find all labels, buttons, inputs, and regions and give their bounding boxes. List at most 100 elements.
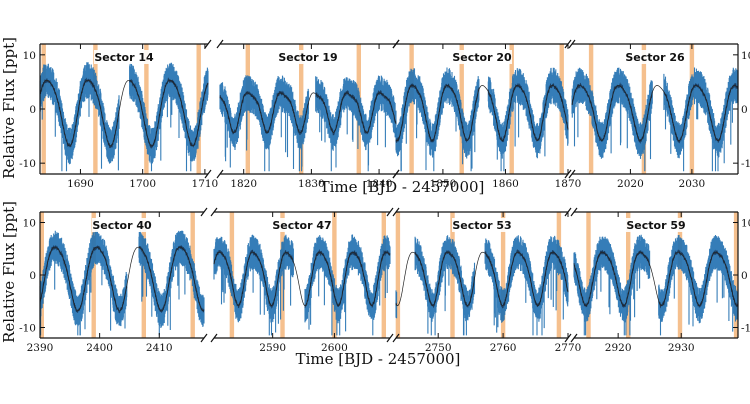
sector-label: Sector 53 (452, 219, 511, 232)
axis-break-mark (204, 169, 212, 179)
flare-band (144, 44, 149, 174)
flare-band (586, 212, 591, 338)
sector-label-bg (452, 218, 512, 232)
x-axis-label-top: Time [BJD - 2457000] (320, 178, 485, 196)
axis-break-mark (386, 207, 394, 217)
x-tick-label: 1690 (67, 178, 94, 190)
axis-break-mark (216, 39, 224, 49)
axis-break-mark (568, 169, 576, 179)
flare-band (395, 212, 401, 338)
axis-break-mark (200, 333, 208, 343)
gp-model-line (219, 92, 397, 134)
panel-sector-47: 2590 2600 Sector 47 (210, 207, 394, 354)
gp-model-line (39, 79, 209, 147)
flare-band (626, 212, 631, 338)
y-tick-label-right: 0 (741, 270, 748, 282)
sector-label: Sector 59 (626, 219, 685, 232)
y-tick-label: 10 (23, 218, 36, 230)
x-tick-label: 1820 (230, 178, 257, 190)
panel-sector-20: 1850 1860 1870 Sector 20 (392, 39, 582, 190)
panel-sector-40: 2390 2400 2410 -10 0 10 Sector 40 (19, 207, 208, 354)
sector-label-bg (452, 50, 512, 64)
x-tick-label: 1710 (192, 178, 219, 190)
x-tick-label: 2390 (27, 342, 54, 354)
panel-sector-26: 2020 2030 -10 0 10 Sector 26 (568, 39, 750, 190)
flare-band (280, 212, 285, 338)
y-tick-label-right: 0 (741, 104, 748, 116)
flare-band (196, 44, 201, 174)
panels-layer: 1690 1700 1710 -10 0 10 Sector 14 1820 1830 1840 S… (19, 39, 750, 354)
flare-band (450, 212, 455, 338)
axis-break-mark (392, 333, 400, 343)
y-axis-label-bottom: Relative Flux [ppt] (0, 201, 18, 343)
sector-label: Sector 14 (94, 51, 154, 64)
axis-break-mark (570, 333, 578, 343)
x-tick-label: 1840 (366, 178, 393, 190)
axis-break-mark (386, 333, 394, 343)
x-tick-label: 2410 (146, 342, 173, 354)
y-tick-label-right: 10 (741, 218, 750, 230)
flare-band (381, 212, 386, 338)
gp-model-line (573, 251, 739, 307)
sector-label: Sector 47 (272, 219, 331, 232)
observed-flux (395, 235, 569, 336)
y-tick-label-right: 10 (741, 50, 750, 62)
x-tick-label: 1850 (430, 178, 457, 190)
y-tick-label: -10 (19, 158, 36, 170)
x-tick-label: 2400 (86, 342, 113, 354)
axis-break-mark (392, 169, 400, 179)
panel-sector-53: 2750 2760 2770 Sector 53 (392, 207, 582, 354)
x-tick-label: 2750 (425, 342, 452, 354)
sector-label: Sector 19 (278, 51, 337, 64)
x-tick-label: 2020 (617, 178, 644, 190)
axis-break-mark (210, 333, 218, 343)
y-tick-label: -10 (19, 323, 36, 335)
axis-break-mark (200, 207, 208, 217)
axis-break-mark (210, 207, 218, 217)
y-tick-label: 0 (29, 270, 36, 282)
y-axis-label-top: Relative Flux [ppt] (0, 37, 18, 179)
x-tick-label: 2760 (490, 342, 517, 354)
sector-label: Sector 26 (625, 51, 685, 64)
x-tick-label: 2920 (605, 342, 632, 354)
x-tick-label: 1860 (492, 178, 519, 190)
observed-flux (39, 229, 205, 336)
y-tick-label: 0 (29, 104, 36, 116)
panel-sector-19: 1820 1830 1840 Sector 19 (216, 39, 400, 190)
axis-break-mark (216, 169, 224, 179)
sector-label-bg (626, 218, 686, 232)
observed-flux (213, 234, 391, 336)
flare-band (689, 44, 695, 174)
gp-model-line (39, 246, 205, 312)
x-tick-label: 2930 (668, 342, 695, 354)
axis-break-mark (392, 39, 400, 49)
axis-break-mark (570, 207, 578, 217)
observed-flux (573, 234, 739, 336)
y-tick-label: 10 (23, 50, 36, 62)
axis-break-mark (568, 39, 576, 49)
sector-label-bg (272, 218, 332, 232)
flare-band (500, 212, 506, 338)
x-tick-label: 1870 (555, 178, 582, 190)
axis-break-mark (204, 39, 212, 49)
flare-band (459, 44, 464, 174)
gp-model-line (395, 85, 569, 141)
observed-flux (39, 62, 209, 172)
gp-model-line (395, 251, 569, 307)
flare-band (91, 212, 96, 338)
panel-sector-14: 1690 1700 1710 -10 0 10 Sector 14 (19, 39, 219, 190)
x-tick-label: 1700 (129, 178, 156, 190)
y-tick-label-right: -10 (741, 323, 750, 335)
flare-band (93, 44, 98, 174)
flare-band (332, 212, 337, 338)
x-tick-label: 2600 (321, 342, 348, 354)
y-tick-label-right: -10 (741, 158, 750, 170)
flare-band (141, 212, 146, 338)
x-tick-label: 1830 (298, 178, 325, 190)
flare-band (299, 44, 304, 174)
x-tick-label: 2770 (555, 342, 582, 354)
flare-band (409, 44, 414, 174)
flare-band (641, 44, 647, 174)
sector-label-bg (92, 218, 152, 232)
